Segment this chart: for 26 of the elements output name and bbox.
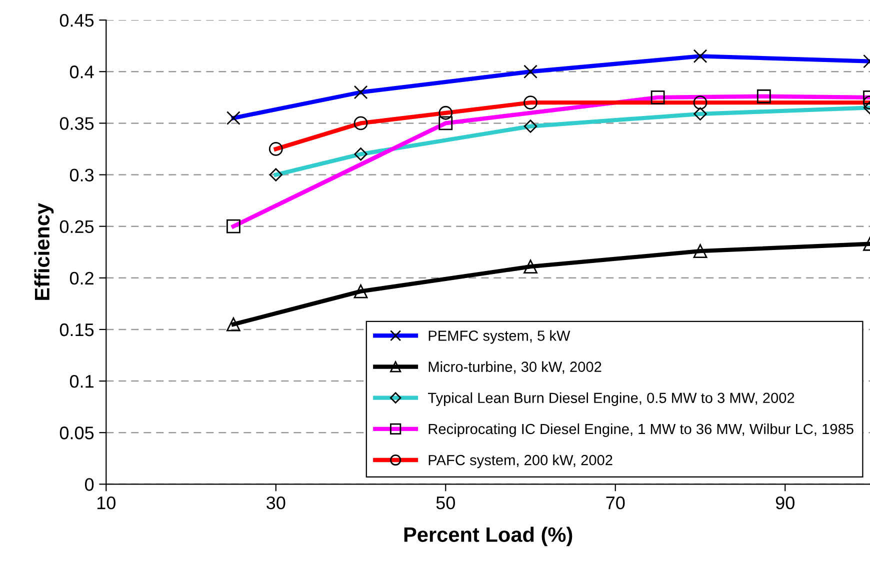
x-tick-label: 30 <box>266 496 286 510</box>
y-tick-label: 0.1 <box>70 374 94 388</box>
x-axis-title: Percent Load (%) <box>404 526 572 546</box>
legend-label: PEMFC system, 5 kW <box>428 330 570 344</box>
y-tick-label: 0.35 <box>60 117 94 130</box>
y-tick-label: 0 <box>85 478 94 491</box>
y-tick-label: 0.45 <box>60 14 94 27</box>
y-tick-label: 0.25 <box>60 220 94 234</box>
y-tick-label: 0.2 <box>70 272 94 285</box>
point <box>693 244 708 258</box>
legend-label: Reciprocating IC Diesel Engine, 1 MW to 36 MW, Wilbur LC, 1985 <box>428 423 854 438</box>
legend-label: PAFC system, 200 kW, 2002 <box>428 454 612 468</box>
legend-label: Micro-turbine, 30 kW, 2002 <box>428 361 602 374</box>
point <box>524 260 538 274</box>
point <box>354 284 368 298</box>
y-tick-label: 0.05 <box>60 426 94 440</box>
y-tick-label: 0.3 <box>70 168 94 182</box>
x-tick-label: 10 <box>97 496 116 510</box>
x-tick-label: 50 <box>436 496 455 510</box>
x-tick-label: 70 <box>606 496 625 510</box>
y-axis-title: Efficiency <box>34 203 54 300</box>
x-tick-label: 90 <box>776 496 794 510</box>
y-tick-label: 0.15 <box>60 323 94 336</box>
point <box>226 317 240 332</box>
y-tick-label: 0.4 <box>70 66 94 78</box>
legend-label: Typical Lean Burn Diesel Engine, 0.5 MW to 3 MW, 2002 <box>428 392 794 406</box>
